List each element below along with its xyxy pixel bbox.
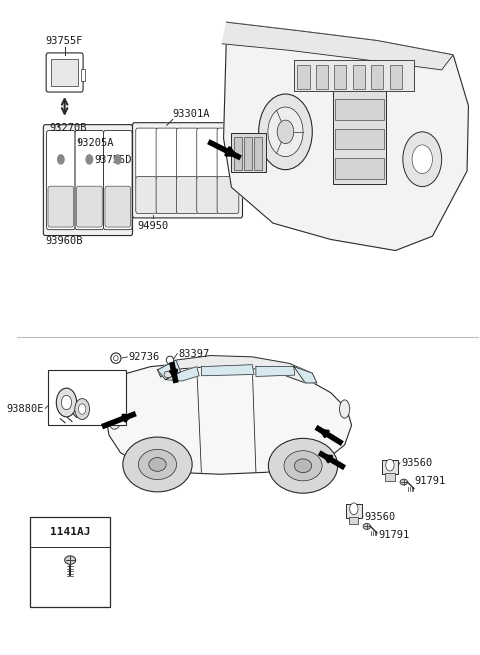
FancyBboxPatch shape (46, 53, 83, 92)
Polygon shape (202, 365, 254, 376)
Ellipse shape (123, 437, 192, 492)
Text: 1141AJ: 1141AJ (50, 527, 90, 537)
Bar (234, 137, 242, 170)
Bar (48, 370, 126, 425)
Text: 91791: 91791 (415, 476, 446, 487)
Bar (81, 69, 85, 81)
Bar (294, 60, 414, 92)
Ellipse shape (111, 353, 121, 364)
FancyBboxPatch shape (76, 186, 102, 227)
FancyBboxPatch shape (136, 128, 157, 180)
Bar (390, 65, 402, 90)
Ellipse shape (294, 459, 312, 473)
Bar (298, 65, 310, 90)
Ellipse shape (166, 356, 174, 364)
Polygon shape (157, 356, 312, 383)
Bar (335, 65, 347, 90)
Ellipse shape (108, 408, 121, 429)
Text: 83397: 83397 (178, 348, 210, 358)
Ellipse shape (339, 400, 350, 418)
Text: 93205A: 93205A (77, 138, 114, 148)
Text: 93560: 93560 (401, 457, 432, 468)
Text: 93560: 93560 (364, 512, 395, 521)
Ellipse shape (164, 371, 172, 378)
Polygon shape (222, 22, 453, 70)
FancyBboxPatch shape (217, 177, 239, 214)
Circle shape (277, 120, 294, 143)
Ellipse shape (138, 449, 177, 479)
Bar (372, 65, 384, 90)
Circle shape (58, 155, 64, 164)
Ellipse shape (284, 451, 322, 481)
Polygon shape (105, 362, 351, 474)
Circle shape (115, 155, 121, 164)
Ellipse shape (65, 556, 76, 565)
Bar (333, 86, 386, 184)
Ellipse shape (363, 523, 371, 529)
Polygon shape (157, 360, 180, 380)
FancyBboxPatch shape (75, 130, 104, 230)
Ellipse shape (400, 479, 408, 485)
Bar (336, 128, 384, 149)
Bar (353, 65, 365, 90)
Text: 93960B: 93960B (45, 236, 83, 246)
Circle shape (86, 155, 93, 164)
FancyBboxPatch shape (197, 177, 218, 214)
Text: 93301A: 93301A (173, 109, 210, 119)
Bar (51, 60, 79, 86)
FancyBboxPatch shape (177, 177, 198, 214)
Bar (382, 460, 398, 474)
Circle shape (75, 399, 90, 419)
Ellipse shape (149, 458, 166, 472)
Circle shape (386, 459, 394, 471)
Circle shape (259, 94, 312, 170)
Bar (231, 133, 266, 172)
Circle shape (412, 145, 432, 174)
Bar (254, 137, 263, 170)
Polygon shape (165, 367, 199, 381)
FancyBboxPatch shape (177, 128, 198, 180)
FancyBboxPatch shape (197, 128, 218, 180)
Circle shape (61, 396, 72, 409)
Bar (349, 517, 359, 525)
FancyBboxPatch shape (48, 186, 74, 227)
Circle shape (350, 503, 358, 515)
Circle shape (403, 132, 442, 187)
Text: 93880E: 93880E (7, 404, 44, 414)
FancyBboxPatch shape (132, 122, 242, 218)
Polygon shape (224, 22, 468, 251)
Circle shape (56, 388, 77, 417)
Bar (30, 517, 110, 607)
Text: 92736: 92736 (128, 352, 160, 362)
FancyBboxPatch shape (43, 124, 132, 236)
Bar (346, 504, 362, 518)
Bar (385, 473, 395, 481)
Bar (244, 137, 252, 170)
FancyBboxPatch shape (136, 177, 157, 214)
Bar (336, 158, 384, 179)
Circle shape (268, 107, 303, 157)
Text: 93270B: 93270B (50, 122, 87, 133)
FancyBboxPatch shape (156, 177, 178, 214)
FancyBboxPatch shape (105, 186, 131, 227)
Polygon shape (256, 367, 295, 377)
Bar (316, 65, 328, 90)
Text: 91791: 91791 (378, 530, 409, 540)
FancyBboxPatch shape (217, 128, 239, 180)
Polygon shape (294, 367, 317, 383)
Text: 93883A: 93883A (86, 396, 123, 405)
Circle shape (79, 404, 86, 414)
FancyBboxPatch shape (47, 130, 75, 230)
Ellipse shape (114, 356, 118, 361)
Text: 93755D: 93755D (94, 155, 132, 164)
Ellipse shape (268, 438, 338, 493)
Text: 93755F: 93755F (46, 36, 84, 46)
FancyBboxPatch shape (156, 128, 178, 180)
FancyBboxPatch shape (104, 130, 132, 230)
Bar (336, 99, 384, 120)
Text: 94950: 94950 (137, 221, 168, 231)
